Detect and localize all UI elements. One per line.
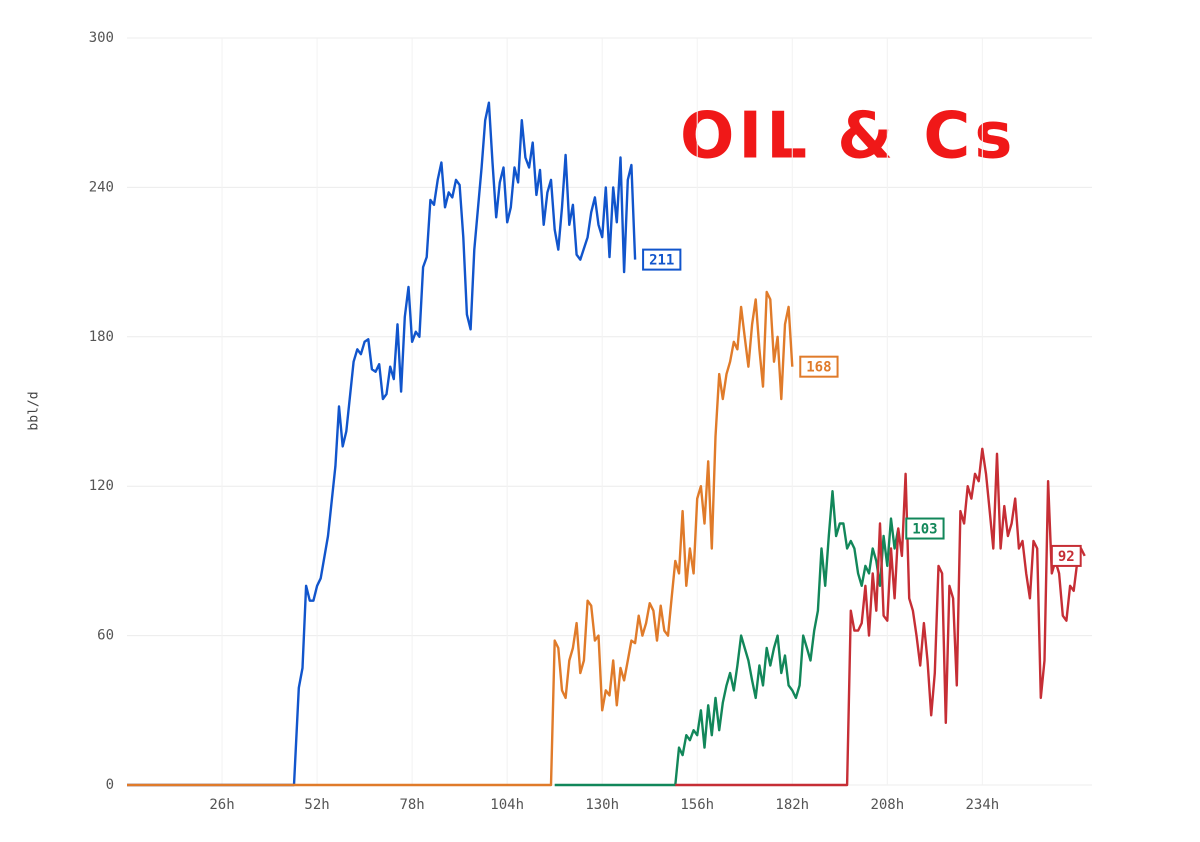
- x-tick-label: 182h: [775, 797, 809, 813]
- end-label: 92: [1050, 544, 1082, 567]
- x-tick-label: 104h: [490, 797, 524, 813]
- series-line: [127, 290, 794, 787]
- end-label-text: 103: [912, 522, 937, 538]
- x-tick-label: 234h: [965, 797, 999, 813]
- end-label-text: 92: [1058, 549, 1075, 565]
- y-tick-label: 180: [89, 329, 114, 345]
- y-axis-title: bbl/d: [27, 391, 42, 430]
- end-label-text: 168: [806, 360, 831, 376]
- x-tick-label: 78h: [399, 797, 424, 813]
- y-tick-label: 0: [106, 777, 114, 793]
- y-tick-label: 120: [89, 478, 114, 494]
- end-label-box: [1050, 544, 1082, 567]
- end-label-box: [905, 517, 945, 540]
- end-label: 168: [799, 355, 839, 378]
- y-tick-label: 240: [89, 179, 114, 195]
- series-line: [675, 447, 1086, 787]
- grid: [127, 37, 1092, 786]
- y-tick-label: 60: [97, 628, 114, 644]
- end-label: 103: [905, 517, 945, 540]
- x-tick-label: 156h: [680, 797, 714, 813]
- series-line: [127, 101, 637, 787]
- annotation: OIL & Cs: [680, 100, 1016, 174]
- end-label-text: 211: [649, 253, 674, 269]
- series-line: [554, 490, 900, 787]
- end-label-box: [642, 248, 682, 271]
- end-label: 211: [642, 248, 682, 271]
- x-tick-label: 26h: [209, 797, 234, 813]
- x-tick-label: 208h: [870, 797, 904, 813]
- y-tick-label: 300: [89, 30, 114, 46]
- x-tick-label: 52h: [304, 797, 329, 813]
- end-label-box: [799, 355, 839, 378]
- x-tick-label: 130h: [585, 797, 619, 813]
